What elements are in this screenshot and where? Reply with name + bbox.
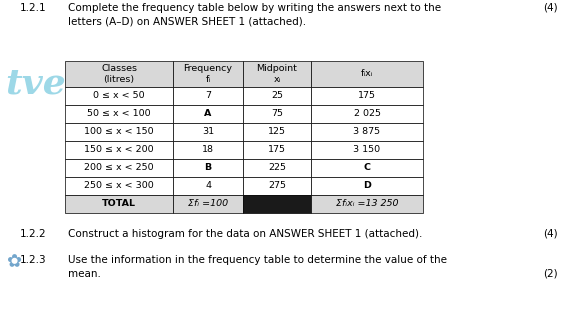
Text: A: A [204,110,212,118]
Text: 100 ≤ x < 150: 100 ≤ x < 150 [84,127,154,137]
Text: (4): (4) [543,229,558,239]
Bar [173,87,243,105]
Text: 18: 18 [202,145,214,154]
Text: 0 ≤ x < 50: 0 ≤ x < 50 [93,91,145,100]
Text: TOTAL: TOTAL [102,199,136,208]
Bar [243,141,311,159]
Text: Midpoint
xᵢ: Midpoint xᵢ [256,64,297,84]
Bar [65,61,173,87]
Text: 25: 25 [271,91,283,100]
Bar [311,87,423,105]
Bar [243,87,311,105]
Text: (4): (4) [543,3,558,13]
Bar [243,195,311,213]
Bar [65,141,173,159]
Text: 225: 225 [268,164,286,172]
Text: 31: 31 [202,127,214,137]
Text: D: D [363,181,371,191]
Text: 125: 125 [268,127,286,137]
Text: (2): (2) [543,269,558,279]
Text: tve: tve [5,66,66,100]
Bar [65,105,173,123]
Bar [311,195,423,213]
Text: Σfᵢ =100: Σfᵢ =100 [188,199,228,208]
Text: 250 ≤ x < 300: 250 ≤ x < 300 [84,181,154,191]
Text: 7: 7 [205,91,211,100]
Bar [173,159,243,177]
Text: Complete the frequency table below by writing the answers next to the
letters (A: Complete the frequency table below by wr… [68,3,441,27]
Bar [243,177,311,195]
Text: Σfᵢxᵢ =13 250: Σfᵢxᵢ =13 250 [336,199,398,208]
Bar [173,141,243,159]
Text: fᵢxᵢ: fᵢxᵢ [361,69,373,78]
Bar [173,61,243,87]
Bar [243,123,311,141]
Bar [173,177,243,195]
Text: 275: 275 [268,181,286,191]
Text: 1.2.3: 1.2.3 [20,255,47,265]
Text: 200 ≤ x < 250: 200 ≤ x < 250 [84,164,154,172]
Text: 175: 175 [358,91,376,100]
Bar [243,105,311,123]
Text: Construct a histogram for the data on ANSWER SHEET 1 (attached).: Construct a histogram for the data on AN… [68,229,423,239]
Bar [173,123,243,141]
Text: 175: 175 [268,145,286,154]
Text: 4: 4 [205,181,211,191]
Bar [311,159,423,177]
Text: Frequency
fᵢ: Frequency fᵢ [183,64,232,84]
Bar [311,177,423,195]
Text: Classes
(litres): Classes (litres) [101,64,137,84]
Text: 3 875: 3 875 [354,127,381,137]
Bar [65,87,173,105]
Bar [243,159,311,177]
Bar [311,105,423,123]
Text: 150 ≤ x < 200: 150 ≤ x < 200 [84,145,154,154]
Bar [173,105,243,123]
Text: 75: 75 [271,110,283,118]
Text: 1.2.1: 1.2.1 [20,3,47,13]
Bar [65,195,173,213]
Bar [65,123,173,141]
Text: 2 025: 2 025 [354,110,381,118]
Bar [65,177,173,195]
Bar [243,61,311,87]
Text: 3 150: 3 150 [354,145,381,154]
Bar [173,195,243,213]
Bar [311,141,423,159]
Bar [311,61,423,87]
Text: B: B [205,164,212,172]
Bar [65,159,173,177]
Text: Use the information in the frequency table to determine the value of the
mean.: Use the information in the frequency tab… [68,255,447,279]
Bar [311,123,423,141]
Text: 1.2.2: 1.2.2 [20,229,47,239]
Text: C: C [363,164,370,172]
Text: 50 ≤ x < 100: 50 ≤ x < 100 [87,110,151,118]
Text: ✿: ✿ [6,253,21,271]
